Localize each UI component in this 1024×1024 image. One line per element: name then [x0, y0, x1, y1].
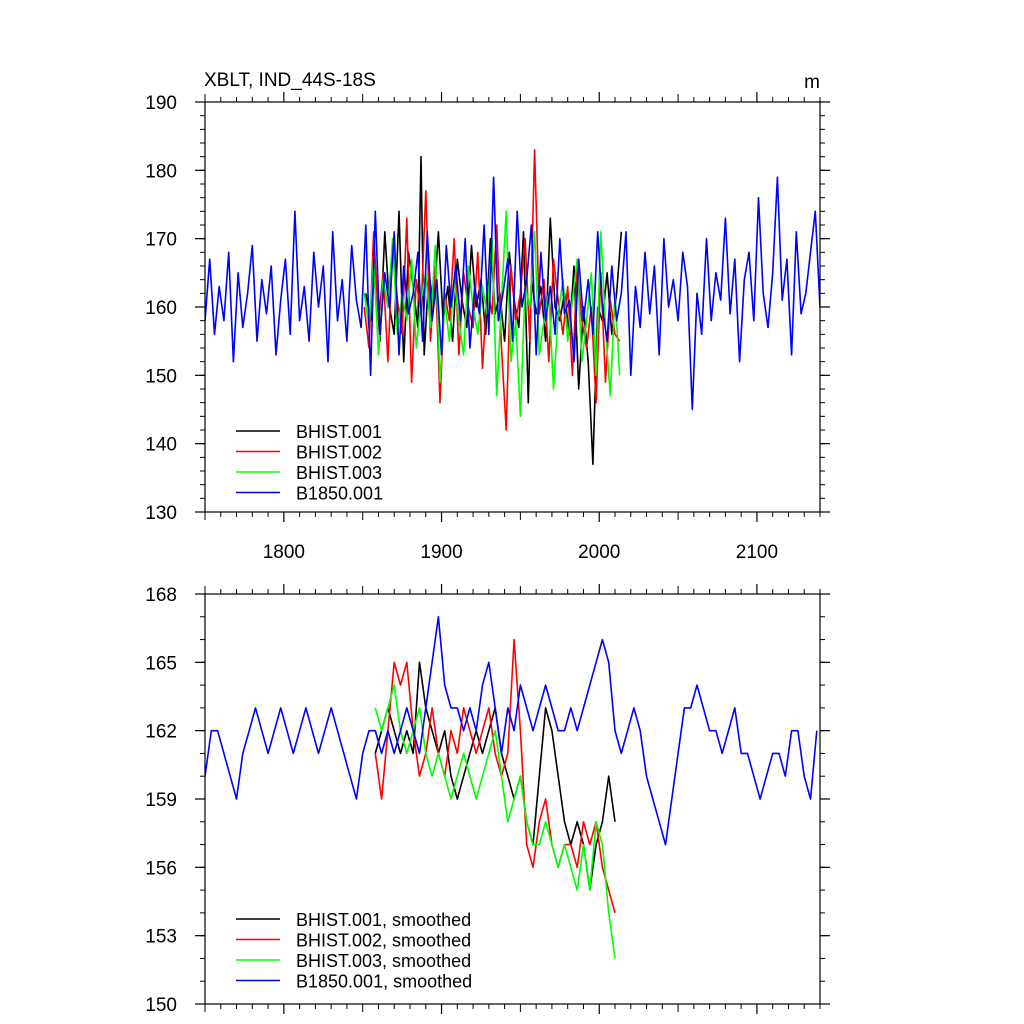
top-ytick-label: 160: [145, 298, 177, 319]
bottom-ytick-label: 150: [145, 995, 177, 1016]
legend-item-b1850-001-smoothed: B1850.001, smoothed: [236, 972, 472, 992]
legend-label: BHIST.001, smoothed: [296, 910, 471, 930]
legend-label: BHIST.001: [296, 422, 382, 442]
bottom-ytick-label: 159: [145, 790, 177, 811]
units-label: m: [804, 72, 820, 93]
top-ytick-label: 150: [145, 366, 177, 387]
bottom-axes: 150 153 156 159 162 165 168: [145, 584, 830, 1016]
legend-label: BHIST.002: [296, 443, 382, 463]
legend-item-bhist-002: BHIST.002: [236, 443, 382, 463]
top-ytick-label: 180: [145, 161, 177, 182]
legend-label: B1850.001, smoothed: [296, 972, 472, 992]
bottom-series-b1850-001-smoothed: [205, 615, 818, 846]
bottom-ytick-label: 162: [145, 722, 177, 743]
top-xtick-label: 2000: [578, 542, 620, 563]
legend-item-bhist-001: BHIST.001: [236, 422, 382, 442]
bottom-ytick-label: 165: [145, 653, 177, 674]
top-ytick-label: 140: [145, 435, 177, 456]
top-series-group: [205, 149, 820, 466]
bottom-panel: 150 153 156 159 162 165 168 BHIST.001, smoothe…: [145, 584, 830, 1016]
legend-item-b1850-001: B1850.001: [236, 484, 383, 504]
top-ytick-label: 130: [145, 503, 177, 524]
bottom-ytick-label: 168: [145, 585, 177, 606]
bottom-series-bhist-002-smoothed: [374, 638, 616, 914]
legend-label: BHIST.002, smoothed: [296, 931, 471, 951]
top-series-b1850-001: [205, 176, 820, 411]
legend-label: BHIST.003, smoothed: [296, 951, 471, 971]
top-ytick-label: 190: [145, 93, 177, 114]
bottom-series-bhist-003-smoothed: [374, 684, 616, 959]
top-axes: 130 140 150 160 170 180 190 1800 1900 2000 2100: [145, 92, 830, 563]
legend-item-bhist-002-smoothed: BHIST.002, smoothed: [236, 931, 471, 951]
top-plot-frame: [204, 101, 821, 513]
bottom-ytick-label: 156: [145, 858, 177, 879]
chart-title: XBLT, IND_44S-18S: [204, 70, 376, 91]
top-panel: XBLT, IND_44S-18S m 130 140 150 160 170 180 19…: [145, 70, 830, 563]
bottom-series-group: [205, 615, 818, 959]
legend-item-bhist-003: BHIST.003: [236, 463, 382, 483]
legend-label: BHIST.003: [296, 463, 382, 483]
top-xtick-label: 1900: [420, 542, 462, 563]
bottom-ytick-label: 153: [145, 927, 177, 948]
legend-item-bhist-001-smoothed: BHIST.001, smoothed: [236, 910, 471, 930]
top-xtick-label: 2100: [736, 542, 778, 563]
bottom-plot-frame: [204, 593, 821, 1005]
legend-label: B1850.001: [296, 484, 383, 504]
top-ytick-label: 170: [145, 230, 177, 251]
legend-item-bhist-003-smoothed: BHIST.003, smoothed: [236, 951, 471, 971]
top-xtick-label: 1800: [263, 542, 305, 563]
